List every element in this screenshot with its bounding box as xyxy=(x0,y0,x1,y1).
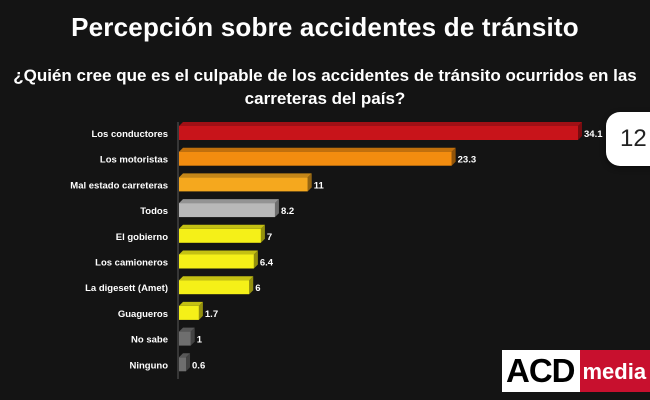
value-label: 0.6 xyxy=(192,360,205,371)
bar-row-guagueros: Guagueros 1.7 xyxy=(118,301,218,320)
bar xyxy=(179,151,452,166)
category-label: El gobierno xyxy=(116,232,168,243)
value-label: 34.1 xyxy=(584,129,603,140)
page-number-badge: 12 xyxy=(606,112,650,166)
bar-side xyxy=(249,276,254,295)
bar-row-mal-estado-carreteras: Mal estado carreteras 11 xyxy=(70,173,325,192)
bar xyxy=(179,357,187,372)
acd-media-logo: ACD media xyxy=(502,350,650,392)
bar-top xyxy=(179,173,312,178)
category-label: No sabe xyxy=(131,335,168,346)
bar-top xyxy=(179,276,254,281)
value-label: 8.2 xyxy=(281,206,294,217)
bar-top xyxy=(179,301,203,306)
value-label: 1.7 xyxy=(205,309,218,320)
bar xyxy=(179,254,254,269)
bar-side xyxy=(260,224,265,243)
bar-row-todos: Todos 8.2 xyxy=(140,199,294,218)
bar-top xyxy=(179,327,195,332)
bar xyxy=(179,126,578,140)
subtitle-line-2: carreteras del país? xyxy=(244,89,406,108)
badge-number: 12 xyxy=(620,125,647,152)
chart-subtitle: ¿Quién cree que es el culpable de los ac… xyxy=(0,64,650,110)
bar-side xyxy=(578,122,582,140)
bar-side xyxy=(307,173,312,192)
bar-row-no-sabe: No sabe 1 xyxy=(131,327,203,346)
bar-top xyxy=(179,147,456,152)
category-label: Ninguno xyxy=(129,360,168,371)
bar-top xyxy=(179,224,265,229)
bar xyxy=(179,177,308,192)
category-label: Los conductores xyxy=(91,129,168,140)
value-label: 6.4 xyxy=(260,258,274,269)
bar-row-los-conductores: Los conductores 34.1 xyxy=(91,122,603,140)
bar-row-los-motoristas: Los motoristas 23.3 xyxy=(100,147,477,166)
category-label: Los camioneros xyxy=(95,258,168,269)
category-label: Mal estado carreteras xyxy=(70,180,168,191)
value-label: 1 xyxy=(197,335,203,346)
bar xyxy=(179,331,191,346)
bar-side xyxy=(274,199,279,218)
bar-side xyxy=(451,147,456,166)
bar-row-el-gobierno: El gobierno 7 xyxy=(116,224,272,243)
category-label: La digesett (Amet) xyxy=(85,283,168,294)
chart-title: Percepción sobre accidentes de tránsito xyxy=(71,12,579,42)
category-label: Los motoristas xyxy=(100,155,168,166)
bar xyxy=(179,305,199,320)
bar-side xyxy=(253,250,258,269)
value-label: 7 xyxy=(267,232,272,243)
logo-media-text: media xyxy=(579,350,650,392)
bar-row-la-digesett-amet: La digesett (Amet) 6 xyxy=(85,276,261,295)
bar-top xyxy=(179,199,279,204)
bar xyxy=(179,203,275,218)
category-label: Todos xyxy=(140,206,168,217)
bar xyxy=(179,280,250,295)
value-label: 23.3 xyxy=(458,155,477,166)
bar-top xyxy=(179,122,582,126)
category-label: Guagueros xyxy=(118,309,168,320)
value-label: 11 xyxy=(314,180,325,191)
value-label: 6 xyxy=(255,283,260,294)
bar-side xyxy=(198,301,203,320)
bar-side xyxy=(190,327,195,346)
bar-row-los-camioneros: Los camioneros 6.4 xyxy=(95,250,274,269)
bar xyxy=(179,228,261,243)
bar-top xyxy=(179,353,191,358)
bar-side xyxy=(186,353,191,372)
logo-acd-text: ACD xyxy=(502,350,580,392)
bar-top xyxy=(179,250,258,255)
subtitle-line-1: ¿Quién cree que es el culpable de los ac… xyxy=(13,66,637,85)
bar-row-ninguno: Ninguno 0.6 xyxy=(129,353,205,372)
